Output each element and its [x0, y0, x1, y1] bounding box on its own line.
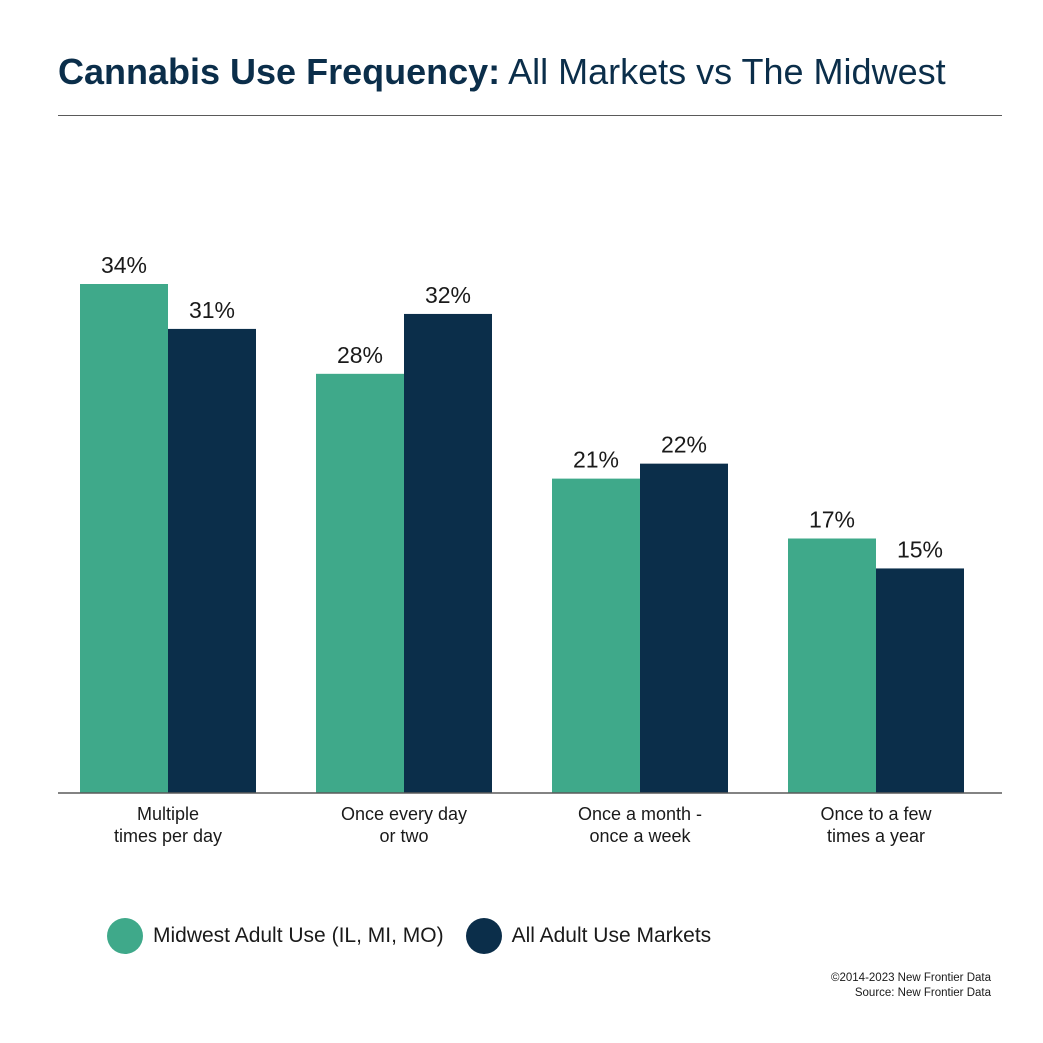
category-label-3-line-0: Once to a few	[820, 804, 932, 824]
bar-midwest-2	[552, 478, 640, 793]
bar-all-markets-3	[876, 568, 964, 793]
title-divider	[58, 115, 1002, 116]
legend-label-midwest: Midwest Adult Use (IL, MI, MO)	[153, 924, 444, 947]
category-label-2-line-1: once a week	[589, 826, 691, 846]
legend-item-midwest: Midwest Adult Use (IL, MI, MO)	[107, 918, 444, 954]
data-label-all-markets-2: 22%	[661, 432, 707, 458]
bar-midwest-3	[788, 538, 876, 793]
chart-title: Cannabis Use Frequency: All Markets vs T…	[58, 50, 946, 94]
bar-midwest-1	[316, 373, 404, 793]
bar-all-markets-2	[640, 463, 728, 793]
chart-legend: Midwest Adult Use (IL, MI, MO) All Adult…	[107, 918, 733, 954]
data-label-midwest-2: 21%	[573, 447, 619, 473]
category-label-1-line-1: or two	[379, 826, 428, 846]
category-label-1-line-0: Once every day	[341, 804, 467, 824]
legend-swatch-midwest	[107, 918, 143, 954]
copyright-text: ©2014-2023 New Frontier Data	[831, 972, 991, 984]
bar-all-markets-1	[404, 313, 492, 793]
chart-title-bold: Cannabis Use Frequency:	[58, 51, 501, 92]
category-label-2-line-0: Once a month -	[578, 804, 702, 824]
bar-midwest-0	[80, 284, 168, 793]
legend-swatch-all-markets	[465, 918, 502, 954]
data-label-all-markets-0: 31%	[189, 297, 235, 323]
data-label-all-markets-3: 15%	[897, 536, 943, 562]
data-label-midwest-1: 28%	[337, 342, 383, 368]
source-note: ©2014-2023 New Frontier Data Source: New…	[831, 971, 991, 1001]
data-label-midwest-0: 34%	[101, 252, 147, 278]
data-label-midwest-3: 17%	[809, 507, 855, 533]
source-text: Source: New Frontier Data	[854, 987, 991, 999]
data-label-all-markets-1: 32%	[425, 282, 471, 308]
category-label-0-line-1: times per day	[114, 826, 222, 846]
chart-title-light: All Markets vs The Midwest	[508, 51, 946, 92]
category-label-0-line-0: Multiple	[137, 804, 199, 824]
legend-label-all-markets: All Adult Use Markets	[511, 924, 712, 947]
category-label-3-line-1: times a year	[827, 826, 925, 846]
legend-item-all-markets: All Adult Use Markets	[465, 918, 712, 954]
bar-all-markets-0	[168, 328, 256, 793]
